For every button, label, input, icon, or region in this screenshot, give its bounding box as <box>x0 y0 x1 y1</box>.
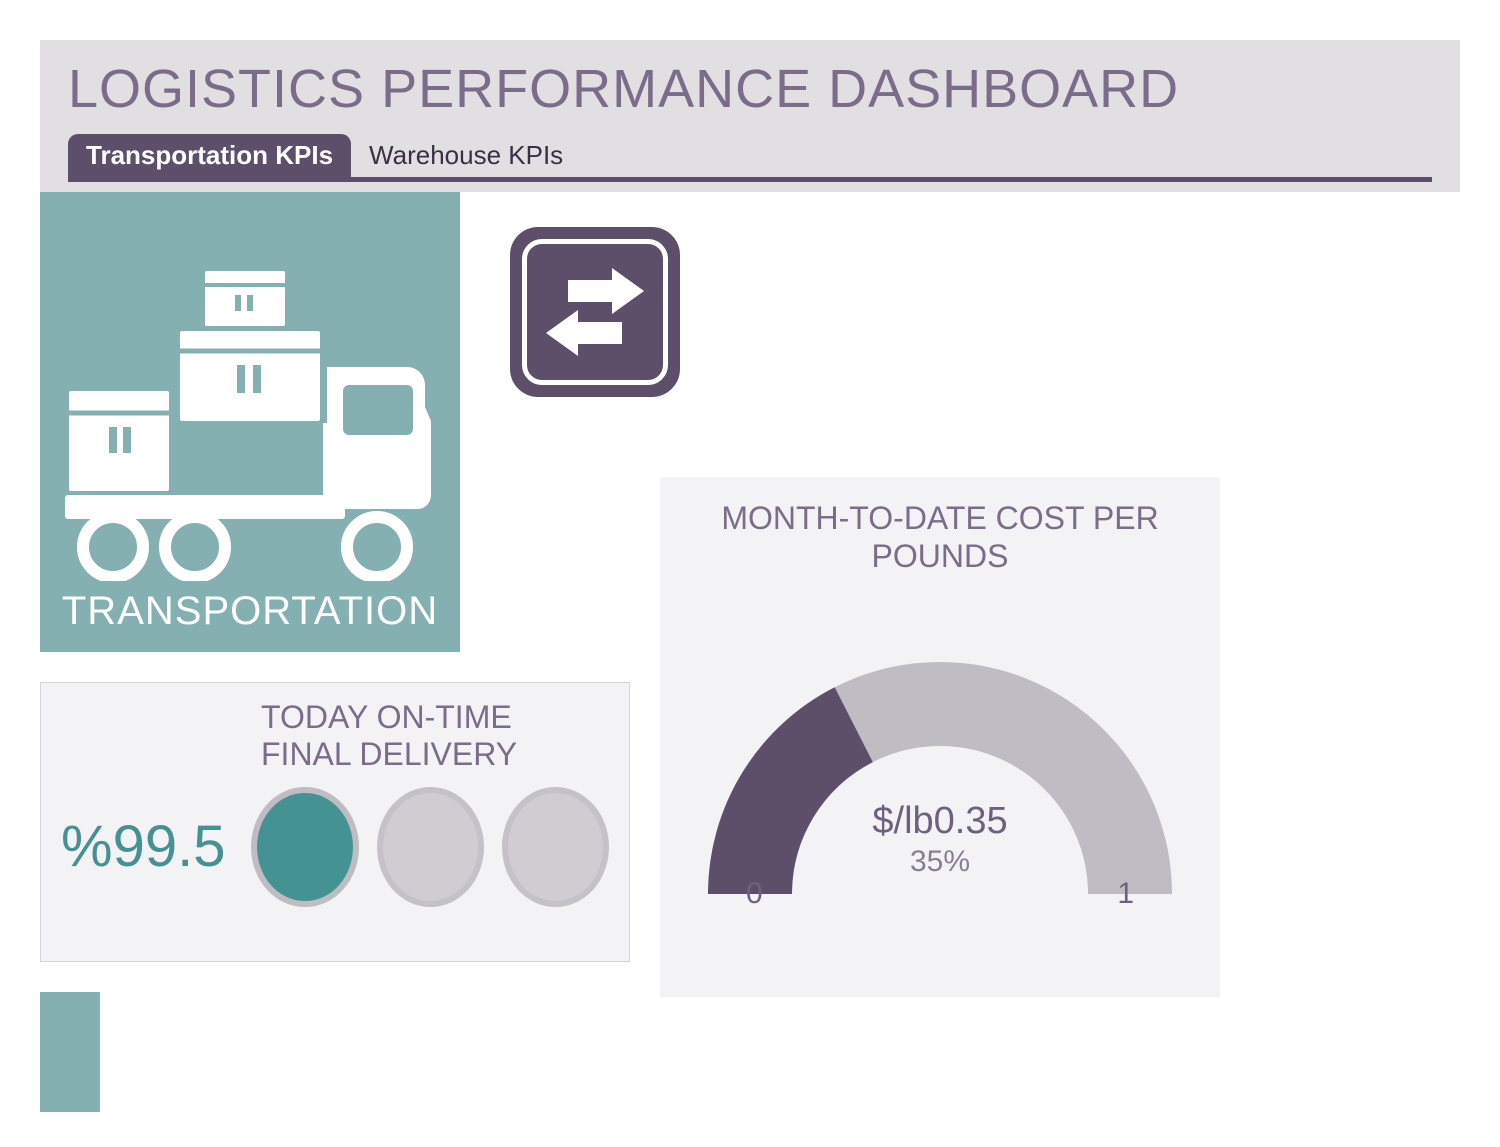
ontime-title: TODAY ON-TIME FINAL DELIVERY <box>261 699 609 773</box>
swap-arrows-icon <box>540 262 650 362</box>
swap-arrows-inner <box>522 239 668 385</box>
gauge-title: MONTH-TO-DATE COST PER POUNDS <box>680 499 1200 576</box>
tab-bar: Transportation KPIs Warehouse KPIs <box>68 134 1432 182</box>
transportation-panel: TRANSPORTATION <box>40 192 460 652</box>
status-dot-1 <box>251 787 358 907</box>
ontime-value-number: 99.5 <box>113 814 226 879</box>
ontime-delivery-card: TODAY ON-TIME FINAL DELIVERY %99.5 <box>40 682 630 962</box>
ontime-row: %99.5 <box>61 787 609 907</box>
gauge-center-labels: $/lb0.35 35% <box>690 800 1190 879</box>
tab-label: Transportation KPIs <box>86 140 333 170</box>
swap-arrows-badge[interactable] <box>510 227 680 397</box>
dashboard-header: LOGISTICS PERFORMANCE DASHBOARD Transpor… <box>40 40 1460 192</box>
gauge-wrap: $/lb0.35 35% 0 1 <box>690 594 1190 919</box>
gauge-percent-label: 35% <box>690 845 1190 879</box>
page-title: LOGISTICS PERFORMANCE DASHBOARD <box>68 58 1432 120</box>
delivery-truck-icon <box>65 271 435 581</box>
status-dot-2 <box>377 787 484 907</box>
gauge-max-label: 1 <box>1117 877 1134 911</box>
tab-label: Warehouse KPIs <box>369 140 563 170</box>
tab-transportation-kpis[interactable]: Transportation KPIs <box>68 134 351 177</box>
cropped-panel-hint <box>40 992 100 1112</box>
tab-warehouse-kpis[interactable]: Warehouse KPIs <box>351 134 581 177</box>
transportation-label: TRANSPORTATION <box>62 589 438 634</box>
status-dot-3 <box>502 787 609 907</box>
gauge-min-label: 0 <box>746 877 763 911</box>
gauge-value-label: $/lb0.35 <box>690 800 1190 843</box>
cost-per-pound-card: MONTH-TO-DATE COST PER POUNDS $/lb0.35 3… <box>660 477 1220 997</box>
dashboard-content: TRANSPORTATION TODAY ON-TIME FINAL DELIV… <box>40 192 1460 1092</box>
ontime-value-prefix: % <box>61 814 113 879</box>
ontime-value: %99.5 <box>61 813 225 880</box>
